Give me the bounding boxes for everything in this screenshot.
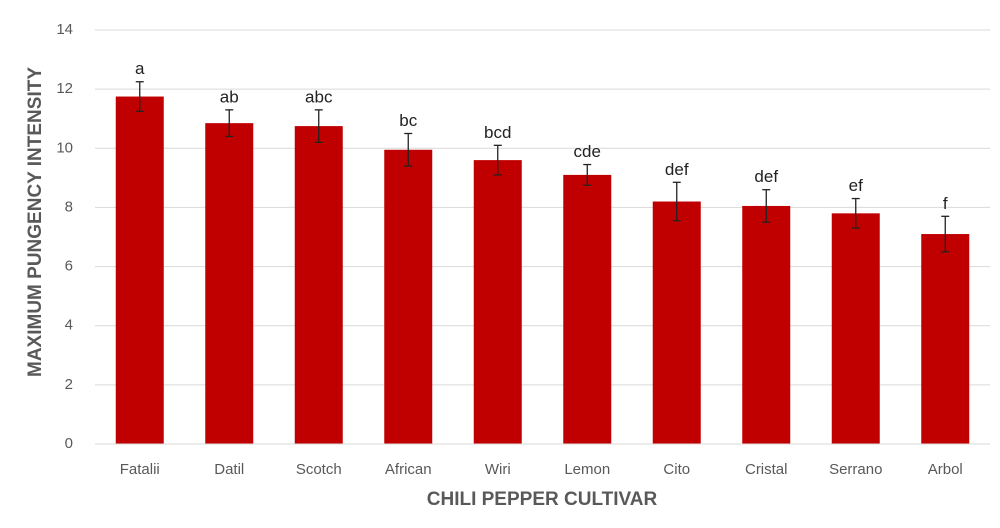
- y-axis-title: MAXIMUM PUNGENCY INTENSITY: [25, 67, 46, 377]
- group-letter: ab: [220, 87, 239, 106]
- error-bar: [762, 189, 771, 223]
- x-tick-label: Arbol: [928, 461, 963, 478]
- bar: [563, 174, 612, 444]
- x-tick-label: Scotch: [296, 461, 342, 478]
- y-tick-label: 12: [56, 80, 73, 97]
- group-letter: bcd: [484, 123, 511, 142]
- error-bar: [314, 109, 323, 144]
- y-tick-label: 8: [65, 198, 73, 215]
- x-tick-label: Lemon: [564, 461, 610, 478]
- bar: [205, 123, 254, 445]
- x-tick-label: Datil: [214, 461, 244, 478]
- x-tick-label: Wiri: [485, 461, 511, 478]
- error-bar: [851, 197, 860, 229]
- error-bar: [583, 163, 592, 186]
- bar: [652, 201, 701, 444]
- x-tick-label: Fatalii: [120, 461, 160, 478]
- group-letter: cde: [574, 142, 601, 161]
- error-bar: [404, 132, 413, 167]
- y-tick-label: 6: [65, 258, 73, 275]
- group-letter: ef: [849, 176, 863, 195]
- x-axis-title: CHILI PEPPER CULTIVAR: [427, 489, 658, 510]
- x-tick-label: Serrano: [829, 461, 882, 478]
- bar: [115, 96, 164, 445]
- x-tick-label: Cristal: [745, 461, 788, 478]
- group-letter: bc: [399, 111, 417, 130]
- error-bar: [225, 109, 234, 138]
- y-tick-label: 2: [65, 376, 73, 393]
- bar: [921, 234, 970, 444]
- y-tick-label: 10: [56, 139, 73, 156]
- x-tick-label: African: [385, 461, 432, 478]
- y-tick-label: 0: [65, 435, 73, 452]
- bar: [742, 205, 791, 444]
- bar: [831, 213, 880, 444]
- bar: [294, 126, 343, 444]
- y-tick-label: 14: [56, 21, 73, 38]
- error-bar: [941, 215, 950, 253]
- error-bar: [672, 181, 681, 222]
- error-bar: [135, 81, 144, 112]
- error-bar: [493, 144, 502, 176]
- group-letter: def: [754, 167, 778, 186]
- group-letter: a: [135, 59, 145, 78]
- group-letter: def: [665, 160, 689, 179]
- bar: [473, 160, 522, 444]
- x-tick-label: Cito: [663, 461, 690, 478]
- bar: [384, 149, 433, 444]
- group-letter: f: [943, 194, 948, 213]
- group-letter: abc: [305, 87, 333, 106]
- y-tick-label: 4: [65, 317, 73, 334]
